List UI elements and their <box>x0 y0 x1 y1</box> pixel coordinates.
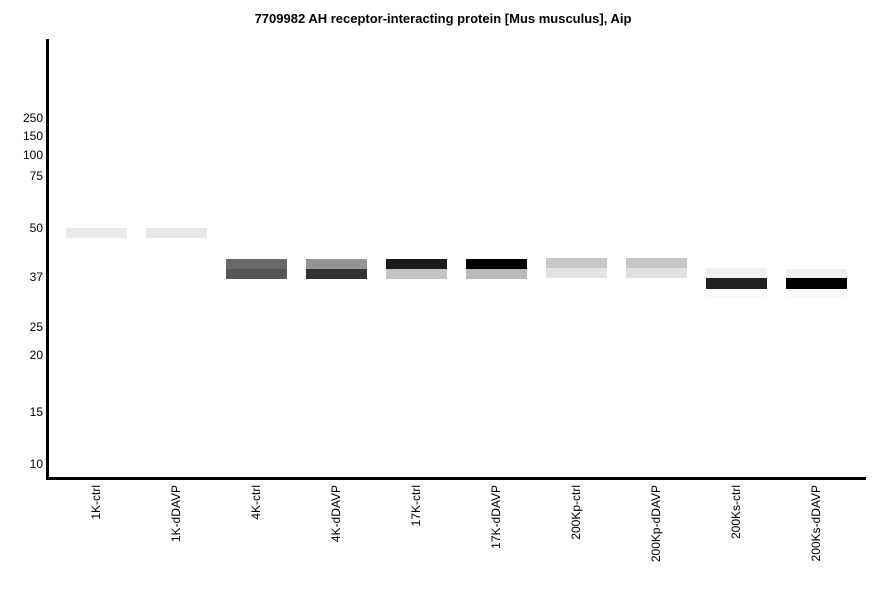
x-label-17K-ctrl: 17K-ctrl <box>409 485 423 527</box>
x-label-200Kp-dDAVP: 200Kp-dDAVP <box>649 485 663 563</box>
band-segment-200Ks-dDAVP-2 <box>786 289 847 298</box>
y-tick-label-100: 100 <box>22 148 43 162</box>
y-tick-label-25: 25 <box>29 320 43 334</box>
band-segment-4K-dDAVP-0 <box>306 259 367 269</box>
y-tick-label-75: 75 <box>29 169 43 183</box>
band-segment-17K-dDAVP-1 <box>466 269 527 279</box>
x-axis-spine <box>46 477 866 480</box>
x-label-200Ks-ctrl: 200Ks-ctrl <box>729 485 743 540</box>
x-label-1K-ctrl: 1K-ctrl <box>89 485 103 520</box>
band-segment-200Ks-dDAVP-0 <box>786 269 847 278</box>
band-segment-200Kp-dDAVP-1 <box>626 268 687 278</box>
band-segment-200Kp-ctrl-1 <box>546 268 607 278</box>
band-segment-4K-ctrl-0 <box>226 259 287 269</box>
band-segment-17K-ctrl-0 <box>386 259 447 269</box>
band-segment-200Ks-ctrl-2 <box>706 289 767 298</box>
y-tick-label-10: 10 <box>29 457 43 471</box>
x-label-200Ks-dDAVP: 200Ks-dDAVP <box>809 485 823 562</box>
y-tick-label-20: 20 <box>29 348 43 362</box>
chart-title: 7709982 AH receptor-interacting protein … <box>254 11 632 26</box>
band-segment-200Ks-ctrl-1 <box>706 278 767 289</box>
y-tick-label-15: 15 <box>29 405 43 419</box>
x-label-200Kp-ctrl: 200Kp-ctrl <box>569 485 583 540</box>
x-label-4K-ctrl: 4K-ctrl <box>249 485 263 520</box>
x-label-17K-dDAVP: 17K-dDAVP <box>489 485 503 549</box>
band-segment-4K-ctrl-1 <box>226 269 287 279</box>
band-segment-200Ks-ctrl-0 <box>706 268 767 278</box>
y-tick-label-37: 37 <box>29 270 43 284</box>
y-tick-label-150: 150 <box>22 129 43 143</box>
band-segment-4K-dDAVP-1 <box>306 269 367 279</box>
band-segment-200Kp-ctrl-0 <box>546 258 607 268</box>
x-label-1K-dDAVP: 1K-dDAVP <box>169 485 183 543</box>
band-segment-1K-dDAVP-0 <box>146 228 207 238</box>
band-segment-200Ks-dDAVP-1 <box>786 278 847 289</box>
band-segment-17K-dDAVP-0 <box>466 259 527 269</box>
y-tick-label-50: 50 <box>29 221 43 235</box>
band-segment-1K-ctrl-0 <box>66 228 127 238</box>
y-tick-label-250: 250 <box>22 111 43 125</box>
x-label-4K-dDAVP: 4K-dDAVP <box>329 485 343 543</box>
y-axis-spine <box>46 39 49 480</box>
band-segment-17K-ctrl-1 <box>386 269 447 279</box>
band-segment-200Kp-dDAVP-0 <box>626 258 687 268</box>
